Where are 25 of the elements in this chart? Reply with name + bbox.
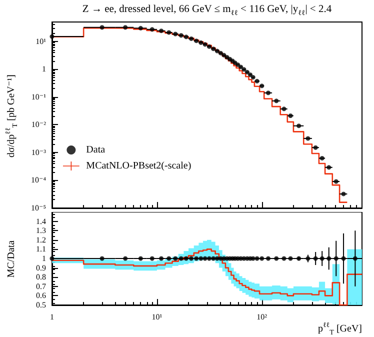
y-tick-label: 1.2 xyxy=(36,235,46,244)
y-tick-label: 10¹ xyxy=(36,36,47,46)
y-tick-label: 1.1 xyxy=(36,244,46,254)
y-axis-title: MC/Data xyxy=(6,240,17,278)
x-axis-title: p$^{ℓℓ}$$_{T}$ [GeV] xyxy=(318,321,362,336)
y-tick-label: 1.4 xyxy=(36,216,46,226)
x-tick-label: 10² xyxy=(256,312,268,322)
y-tick-label: 10⁻² xyxy=(31,120,47,130)
y-tick-label: 0.9 xyxy=(36,263,46,272)
y-tick-label: 0.6 xyxy=(36,291,46,300)
y-tick-label: 1 xyxy=(42,254,46,263)
x-tick-label: 1 xyxy=(50,312,54,322)
y-tick-label: 0.5 xyxy=(36,300,46,310)
y-tick-label: 0.7 xyxy=(36,282,46,291)
legend-label: MCatNLO-PBset2(-scale) xyxy=(86,160,192,172)
y-tick-label: 1.3 xyxy=(36,226,46,236)
y-tick-label: 0.8 xyxy=(36,272,46,282)
x-tick-label: 10¹ xyxy=(152,312,163,322)
legend-label: Data xyxy=(86,144,106,156)
y-tick-label: 1 xyxy=(42,64,46,74)
y-tick-label: 10⁻³ xyxy=(31,148,47,157)
y-tick-label: 10⁻¹ xyxy=(31,92,47,102)
y-tick-label: 10⁻⁵ xyxy=(30,204,46,212)
y-tick-label: 10⁻⁴ xyxy=(30,176,46,185)
chart-title: Z → ee, dressed level, 66 GeV ≤ m$_{ℓℓ}$ < 116 GeV, |y$_{ℓℓ}$| < 2.4 xyxy=(81,4,333,18)
